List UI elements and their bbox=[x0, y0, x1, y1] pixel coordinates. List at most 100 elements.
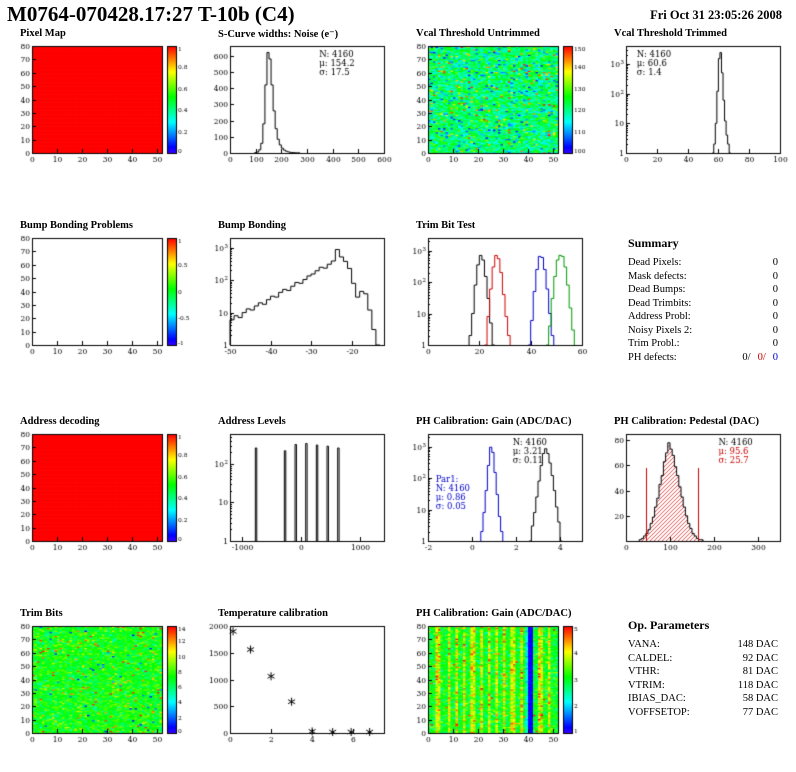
param-value: 0 bbox=[766, 324, 778, 338]
param-value: 0 bbox=[766, 337, 778, 351]
panel-title: PH Calibration: Pedestal (DAC) bbox=[614, 416, 759, 427]
panel-title: PH Calibration: Gain (ADC/DAC) bbox=[416, 416, 572, 427]
param-label: CALDEL: bbox=[628, 652, 673, 664]
param-value-part: 92 DAC bbox=[742, 652, 778, 664]
param-row: PH defects: 0/0/0 bbox=[628, 351, 778, 365]
panel-summary: Summary Dead Pixels: 0 Mask defects: 0 Dead … bbox=[602, 220, 790, 365]
panel-temperature-calibration: Temperature calibration bbox=[206, 608, 394, 753]
param-value-part: 0 bbox=[772, 311, 778, 322]
page-title: M0764-070428.17:27 T-10b (C4) bbox=[7, 2, 295, 26]
param-value-part: 0/ bbox=[742, 351, 751, 363]
param-row: VTRIM: 118 DAC bbox=[628, 679, 778, 693]
param-label: VTHR: bbox=[628, 666, 660, 677]
panel-vcal-trimmed: Vcal Threshold Trimmed bbox=[602, 28, 790, 173]
summary-heading: Summary bbox=[628, 236, 679, 250]
bump-bonding-canvas bbox=[206, 233, 394, 361]
ph-gain-map-canvas bbox=[404, 621, 592, 749]
panel-title: Trim Bit Test bbox=[416, 220, 476, 231]
panel-bump-bonding: Bump Bonding bbox=[206, 220, 394, 365]
panel-ph-gain-map: PH Calibration: Gain (ADC/DAC) bbox=[404, 608, 592, 753]
param-label: IBIAS_DAC: bbox=[628, 693, 686, 704]
param-label: Address Probl: bbox=[628, 311, 691, 322]
pixel-map-canvas bbox=[8, 41, 196, 169]
param-row: Dead Pixels: 0 bbox=[628, 256, 778, 270]
panel-title: Pixel Map bbox=[20, 28, 66, 39]
param-label: Dead Pixels: bbox=[628, 257, 682, 268]
trim-bits-canvas bbox=[8, 621, 196, 749]
panel-ph-pedestal: PH Calibration: Pedestal (DAC) bbox=[602, 416, 790, 561]
param-value-part: 58 DAC bbox=[742, 693, 778, 704]
param-value-part: 77 DAC bbox=[742, 706, 778, 718]
param-value-part: 0 bbox=[772, 270, 778, 282]
vcal-untrimmed-canvas bbox=[404, 41, 592, 169]
param-value-part: 148 DAC bbox=[737, 639, 778, 650]
panel-title: Temperature calibration bbox=[218, 608, 328, 619]
timestamp: Fri Oct 31 23:05:26 2008 bbox=[650, 8, 782, 22]
param-value: 0 bbox=[766, 283, 778, 297]
panel-title: Address Levels bbox=[218, 416, 286, 427]
param-label: Dead Bumps: bbox=[628, 284, 686, 295]
param-value-part: 0/ bbox=[757, 351, 766, 363]
temperature-calibration-canvas bbox=[206, 621, 394, 749]
param-row: Trim Probl.: 0 bbox=[628, 337, 778, 351]
param-value: 148 DAC bbox=[730, 638, 778, 652]
param-row: Dead Bumps: 0 bbox=[628, 283, 778, 297]
param-value: 0/0/0 bbox=[735, 351, 778, 365]
param-value-part: 0 bbox=[772, 284, 778, 295]
param-label: PH defects: bbox=[628, 351, 677, 363]
ph-gain-hist-canvas bbox=[404, 429, 592, 557]
panel-pixel-map: Pixel Map bbox=[8, 28, 196, 173]
panel-title: Trim Bits bbox=[20, 608, 63, 619]
vcal-trimmed-canvas bbox=[602, 41, 790, 169]
param-row: VOFFSETOP: 77 DAC bbox=[628, 706, 778, 720]
param-label: Trim Probl.: bbox=[628, 338, 680, 349]
panel-title: S-Curve widths: Noise (e⁻) bbox=[218, 29, 339, 40]
param-value-part: 81 DAC bbox=[742, 666, 778, 677]
param-value: 77 DAC bbox=[736, 706, 778, 720]
param-row: VTHR: 81 DAC bbox=[628, 665, 778, 679]
param-row: CALDEL: 92 DAC bbox=[628, 652, 778, 666]
panel-vcal-untrimmed: Vcal Threshold Untrimmed bbox=[404, 28, 592, 173]
panel-trim-bits: Trim Bits bbox=[8, 608, 196, 753]
param-value: 0 bbox=[766, 256, 778, 270]
param-value: 81 DAC bbox=[736, 665, 778, 679]
param-value-part: 118 DAC bbox=[737, 679, 778, 691]
panel-op-parameters: Op. Parameters VANA: 148 DAC CALDEL: 92 DAC… bbox=[602, 608, 790, 753]
ph-pedestal-canvas bbox=[602, 429, 790, 557]
param-value: 118 DAC bbox=[731, 679, 778, 693]
param-label: VANA: bbox=[628, 639, 660, 650]
panel-title: Bump Bonding bbox=[218, 220, 286, 231]
param-label: VTRIM: bbox=[628, 679, 665, 691]
scurve-noise-canvas bbox=[206, 41, 394, 169]
address-decoding-canvas bbox=[8, 429, 196, 557]
op-parameters-heading: Op. Parameters bbox=[628, 618, 710, 632]
panel-trim-bit-test: Trim Bit Test bbox=[404, 220, 592, 365]
address-levels-canvas bbox=[206, 429, 394, 557]
param-row: Dead Trimbits: 0 bbox=[628, 297, 778, 311]
panel-title: Bump Bonding Problems bbox=[20, 220, 134, 231]
param-label: Dead Trimbits: bbox=[628, 297, 692, 309]
param-row: IBIAS_DAC: 58 DAC bbox=[628, 692, 778, 706]
op-parameters-rows: VANA: 148 DAC CALDEL: 92 DAC VTHR: 81 DAC VTRI… bbox=[628, 638, 778, 719]
panel-title: Vcal Threshold Untrimmed bbox=[416, 28, 540, 39]
panel-address-levels: Address Levels bbox=[206, 416, 394, 561]
param-value: 92 DAC bbox=[736, 652, 778, 666]
panel-title: PH Calibration: Gain (ADC/DAC) bbox=[416, 608, 572, 619]
param-value: 0 bbox=[766, 310, 778, 324]
panel-title: Address decoding bbox=[20, 416, 100, 427]
param-label: Noisy Pixels 2: bbox=[628, 324, 693, 336]
param-value: 58 DAC bbox=[736, 692, 778, 706]
summary-rows: Dead Pixels: 0 Mask defects: 0 Dead Bumps: 0 D… bbox=[628, 256, 778, 364]
param-value: 0 bbox=[766, 270, 778, 284]
panel-scurve-noise: S-Curve widths: Noise (e⁻) bbox=[206, 28, 394, 173]
param-value: 0 bbox=[766, 297, 778, 311]
param-row: Address Probl: 0 bbox=[628, 310, 778, 324]
param-value-part: 0 bbox=[772, 338, 778, 349]
param-row: Noisy Pixels 2: 0 bbox=[628, 324, 778, 338]
param-row: Mask defects: 0 bbox=[628, 270, 778, 284]
panel-ph-gain-hist: PH Calibration: Gain (ADC/DAC) bbox=[404, 416, 592, 561]
param-label: Mask defects: bbox=[628, 270, 687, 282]
trim-bit-test-canvas bbox=[404, 233, 592, 361]
param-value-part: 0 bbox=[772, 257, 778, 268]
